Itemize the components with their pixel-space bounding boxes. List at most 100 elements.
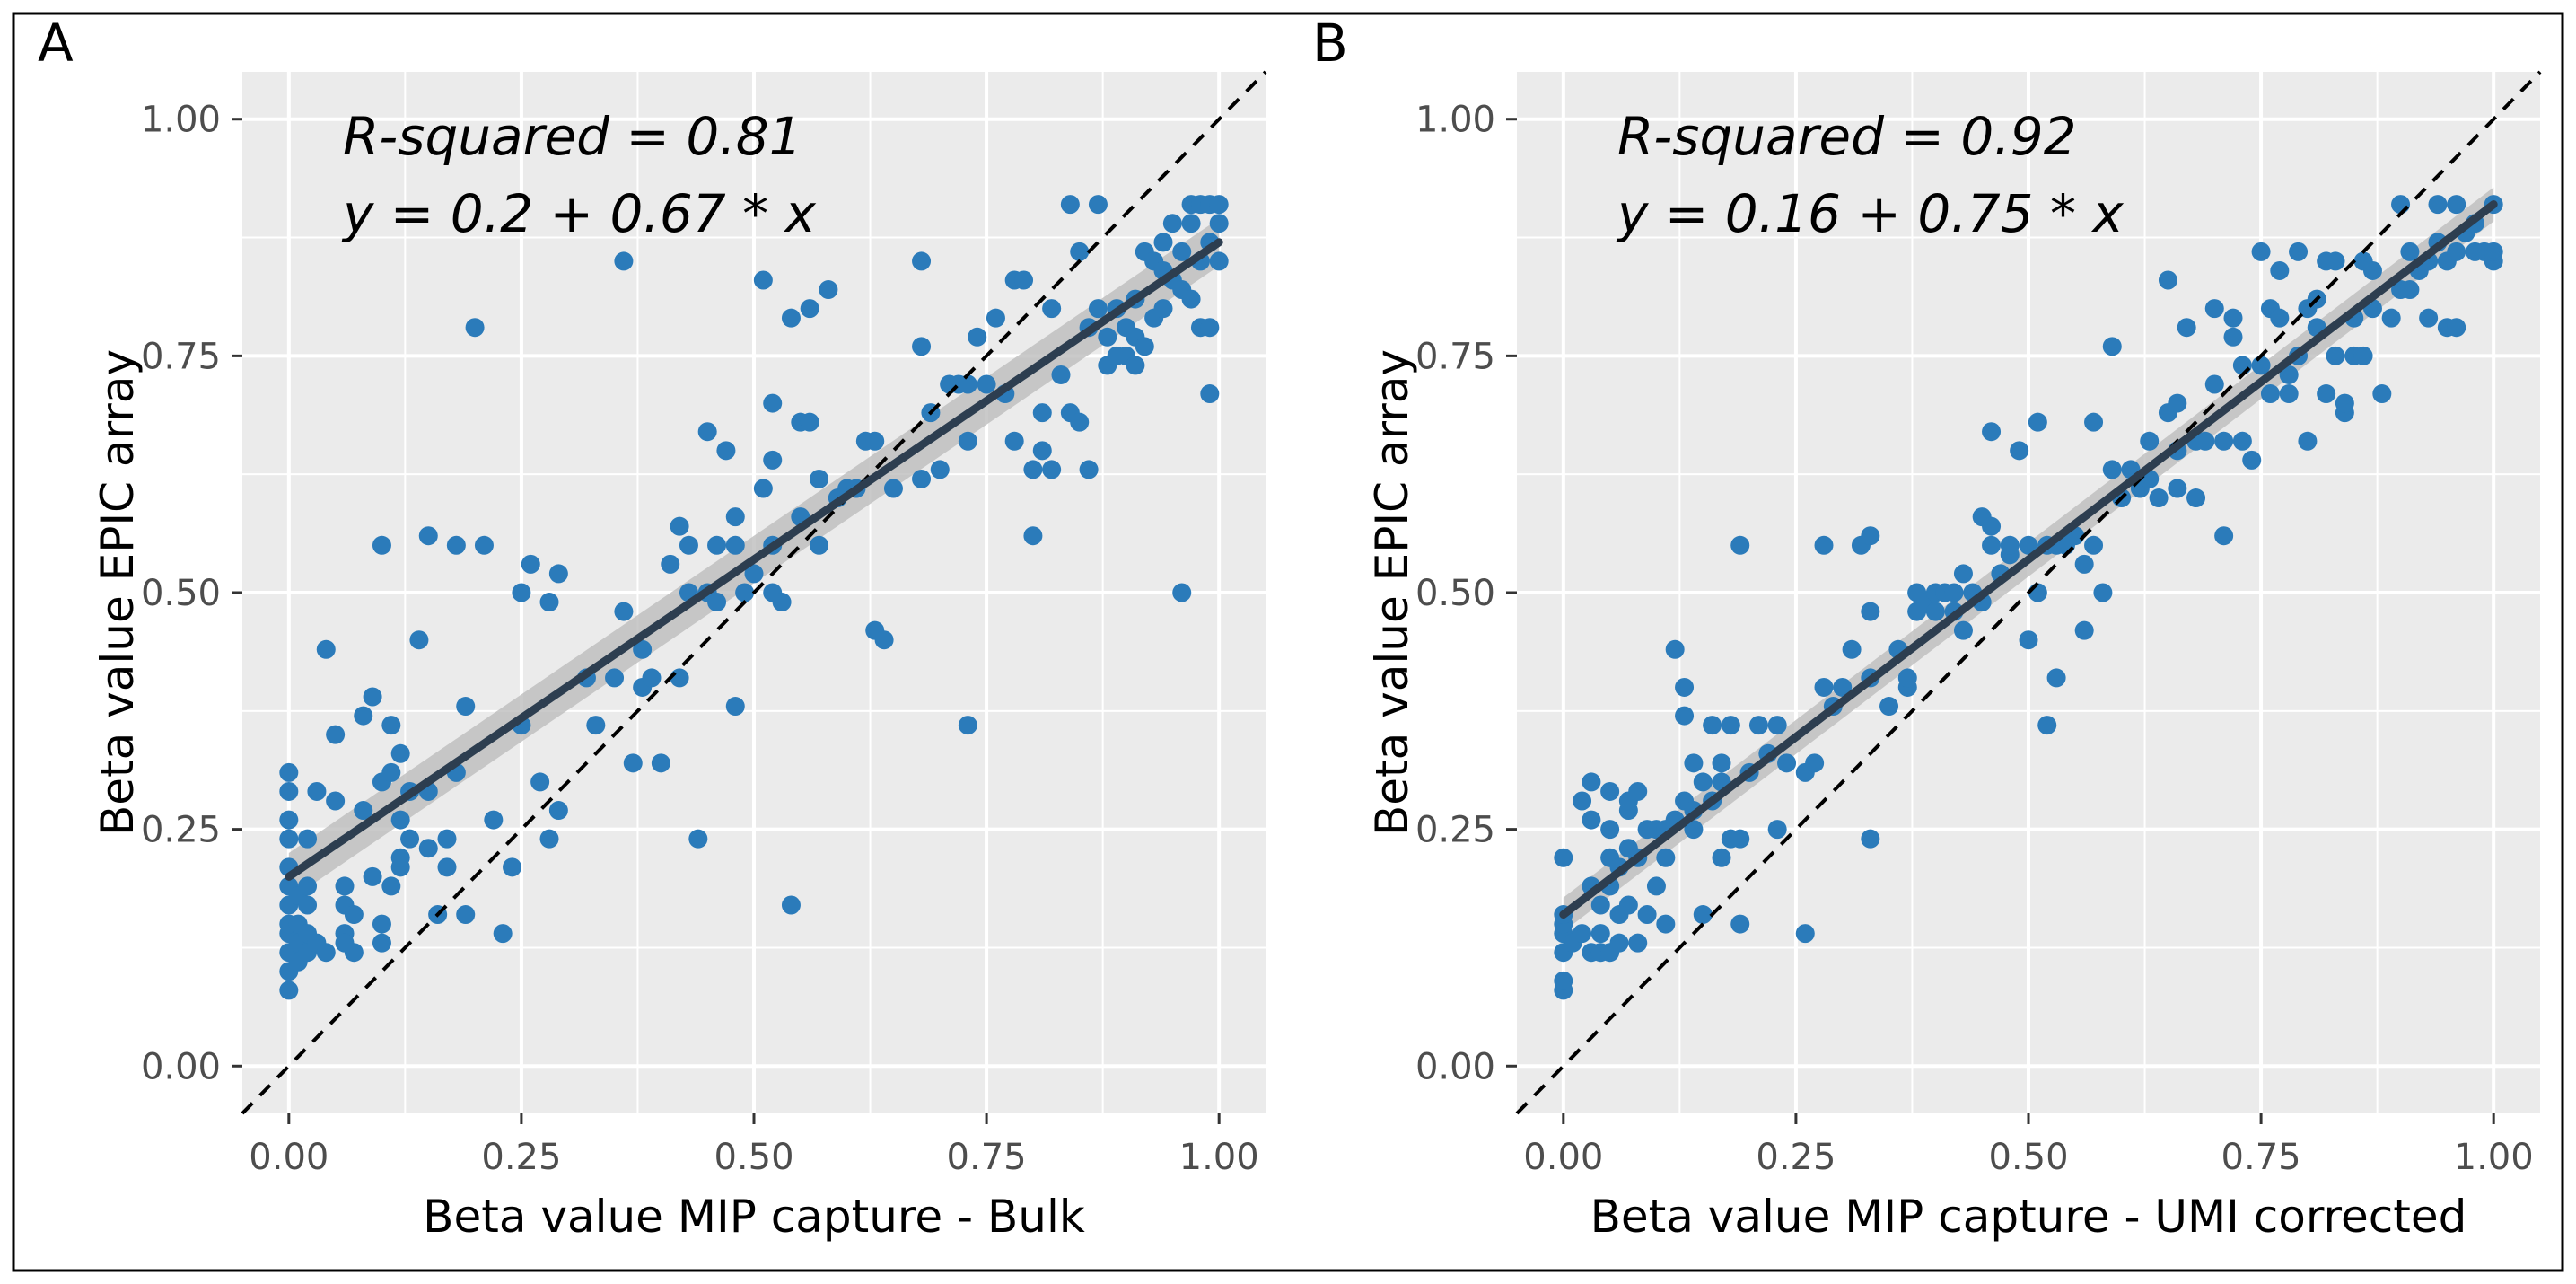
data-point [503,857,522,877]
data-point [539,593,559,612]
data-point [1554,848,1573,867]
data-point [2186,488,2206,508]
data-point [1628,781,1648,801]
data-point [2102,337,2122,356]
data-point [2428,195,2448,215]
data-point [2019,535,2038,555]
data-point [1042,299,1062,319]
data-point [1944,583,1964,602]
reference-line [241,70,1267,1115]
data-point [725,507,745,527]
data-point [753,270,773,290]
data-point [1051,365,1071,384]
data-point [1032,441,1052,461]
data-point [1582,772,1601,792]
data-point [781,308,801,328]
data-point [372,914,391,934]
y-axis-ticks: 0.00 0.25 0.50 0.75 1.00 [1415,100,1517,1087]
data-point [2028,583,2047,602]
data-point [2400,242,2420,261]
data-point [614,251,634,271]
data-point [2093,583,2113,602]
data-point [390,848,410,867]
data-point [1554,971,1573,990]
data-point [1833,677,1853,697]
data-point [1004,431,1024,451]
data-point [986,308,1005,328]
data-point [968,327,987,347]
data-point [1777,753,1797,773]
data-point [2214,431,2234,451]
data-point [1609,933,1629,953]
data-point [298,829,318,849]
data-point [2260,384,2280,404]
x-axis-label: Beta value MIP capture - UMI corrected [1590,1191,2467,1243]
y-tick-label: 0.75 [1415,336,1495,377]
y-tick-label: 0.50 [1415,573,1495,614]
fit-line [1559,200,2498,919]
data-point [1573,791,1592,811]
data-point [1767,820,1787,840]
data-point [372,535,391,555]
x-axis-label: Beta value MIP capture - Bulk [423,1191,1085,1243]
data-point [1861,602,1880,621]
data-point [2279,365,2299,384]
data-point [810,469,829,488]
data-point [298,895,318,915]
data-point [958,374,977,394]
data-point [800,299,819,319]
data-point [279,781,299,801]
data-point [1200,384,1220,404]
data-point [763,450,783,470]
data-point [753,479,773,498]
data-point [2326,346,2345,365]
equation-annotation: y = 0.16 + 0.75 * x [1616,183,2124,244]
data-point [2326,251,2345,271]
data-point [1814,535,1834,555]
data-point [2046,668,2066,688]
data-point [1079,460,1099,479]
data-point [912,337,932,356]
data-point [2298,431,2318,451]
data-point [1618,895,1638,915]
x-tick-label: 1.00 [1179,1137,1259,1178]
data-point [2335,393,2354,413]
data-point [1861,526,1880,546]
data-point [381,762,401,782]
data-point [735,583,755,602]
data-point [1675,706,1695,726]
data-point [354,706,373,726]
data-point [1721,716,1740,735]
panel-b: 0.00 0.25 0.50 0.75 1.00 0.00 0.25 0.50 0.75 1.0… [1312,13,2542,1243]
data-point [2168,393,2187,413]
data-point [2084,412,2104,432]
identity-line [241,70,1267,1115]
x-tick-label: 1.00 [2454,1137,2534,1178]
panel-a: 0.00 0.25 0.50 0.75 1.00 0.00 0.25 0.50 0.75 1.0… [38,13,1267,1243]
data-point [707,593,727,612]
data-point [1897,668,1917,688]
data-point [744,564,764,584]
data-point [530,772,550,792]
data-point [670,668,689,688]
data-point [1879,697,1899,717]
data-point [605,668,625,688]
data-point [1098,327,1117,347]
data-points [1554,195,2503,1000]
data-point [344,943,364,963]
data-point [437,857,457,877]
data-point [2484,242,2503,261]
data-point [456,905,476,925]
data-point [1982,535,2002,555]
data-point [819,280,838,300]
data-point [2102,460,2122,479]
data-point [810,535,829,555]
data-point [697,422,717,442]
data-point [2270,308,2290,328]
data-point [1070,242,1090,261]
major-gridlines [242,72,1266,1113]
data-point [1153,299,1173,319]
data-point [279,829,299,849]
data-point [2028,412,2047,432]
data-point [1573,924,1592,944]
